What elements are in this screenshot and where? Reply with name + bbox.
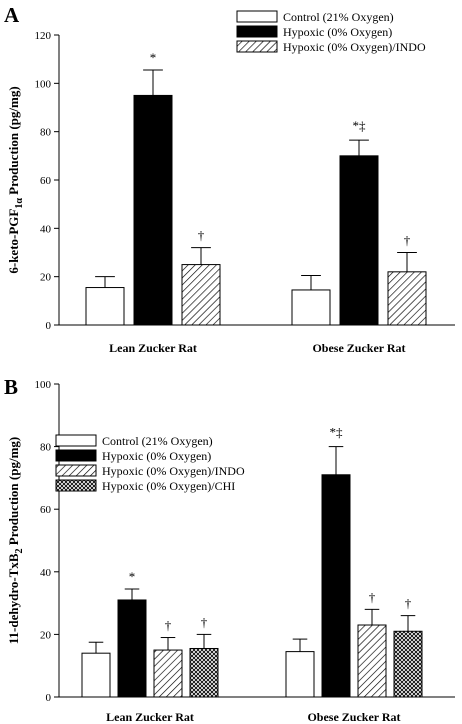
chart-panel-B: B 0 20 40 60 80 100 11-dehydro-TxB2 Production … — [4, 375, 455, 724]
significance-marker: * — [150, 50, 157, 65]
bar — [321, 474, 351, 698]
bar — [181, 264, 221, 326]
y-axis-title-main: 11-dehydro-TxB — [6, 553, 21, 644]
bar — [81, 652, 111, 698]
y-axis-title: 6-keto-PGF1α Production (pg/mg) — [6, 86, 25, 273]
y-tick-label: 100 — [35, 379, 52, 391]
y-tick-label: 0 — [46, 320, 52, 332]
y-tick-label: 20 — [40, 272, 52, 284]
category-label: Obese Zucker Rat — [307, 710, 400, 724]
bar — [357, 624, 387, 698]
legend-entry: Hypoxic (0% Oxygen)/CHI — [102, 479, 235, 493]
y-tick-label: 20 — [40, 629, 52, 641]
bar — [189, 647, 219, 698]
y-tick-label: 60 — [40, 504, 52, 516]
bar — [387, 271, 427, 326]
legend-swatch — [236, 25, 278, 38]
y-tick-label: 40 — [40, 223, 52, 235]
legend: Control (21% Oxygen)Hypoxic (0% Oxygen)H… — [55, 434, 245, 493]
legend-entry: Hypoxic (0% Oxygen) — [102, 449, 211, 463]
significance-marker: † — [404, 233, 411, 248]
significance-marker: *‡ — [330, 425, 344, 440]
category-label: Obese Zucker Rat — [312, 341, 405, 355]
significance-marker: * — [129, 569, 136, 584]
bar — [117, 599, 147, 698]
y-axis-title-tail: Production (pg/mg) — [6, 437, 21, 549]
bar — [133, 94, 173, 326]
legend-swatch — [55, 449, 97, 462]
bar — [291, 289, 331, 326]
y-axis-title: 11-dehydro-TxB2 Production (pg/mg) — [6, 437, 25, 645]
significance-marker: † — [405, 596, 412, 611]
significance-marker: † — [201, 614, 208, 629]
legend-entry: Control (21% Oxygen) — [102, 434, 213, 448]
bar — [339, 155, 379, 326]
y-tick-label: 0 — [46, 692, 52, 704]
y-axis-title-tail: Production (pg/mg) — [6, 86, 21, 198]
bar — [393, 630, 423, 698]
legend-entry: Hypoxic (0% Oxygen)/INDO — [283, 40, 426, 54]
y-axis-title-main: 6-keto-PGF — [6, 209, 21, 274]
y-tick-label: 120 — [35, 30, 52, 42]
significance-marker: † — [369, 589, 376, 604]
legend-swatch — [236, 10, 278, 23]
legend-swatch — [55, 479, 97, 492]
category-label: Lean Zucker Rat — [109, 341, 197, 355]
chart-panel-A: A 0 20 40 60 80 100 120 6-keto-PGF1α Production … — [4, 3, 455, 355]
y-tick-label: 80 — [40, 127, 52, 139]
y-tick-label: 40 — [40, 567, 52, 579]
y-tick-label: 60 — [40, 175, 52, 187]
panel-label: B — [4, 375, 18, 399]
legend-swatch — [55, 434, 97, 447]
y-axis-title-subscript: 2 — [14, 548, 25, 553]
y-tick-label: 100 — [35, 78, 52, 90]
legend-entry: Hypoxic (0% Oxygen)/INDO — [102, 464, 245, 478]
bar — [285, 651, 315, 698]
bar — [85, 287, 125, 326]
bar — [153, 649, 183, 698]
legend-swatch — [236, 40, 278, 53]
significance-marker: † — [165, 618, 172, 633]
category-label: Lean Zucker Rat — [106, 710, 194, 724]
legend-entry: Hypoxic (0% Oxygen) — [283, 25, 392, 39]
legend: Control (21% Oxygen)Hypoxic (0% Oxygen)H… — [236, 10, 426, 54]
panel-label: A — [4, 3, 20, 27]
legend-entry: Control (21% Oxygen) — [283, 10, 394, 24]
legend-swatch — [55, 464, 97, 477]
significance-marker: † — [198, 228, 205, 243]
y-tick-label: 80 — [40, 442, 52, 454]
significance-marker: *‡ — [353, 118, 367, 133]
y-axis-title-subscript: 1α — [14, 198, 25, 209]
